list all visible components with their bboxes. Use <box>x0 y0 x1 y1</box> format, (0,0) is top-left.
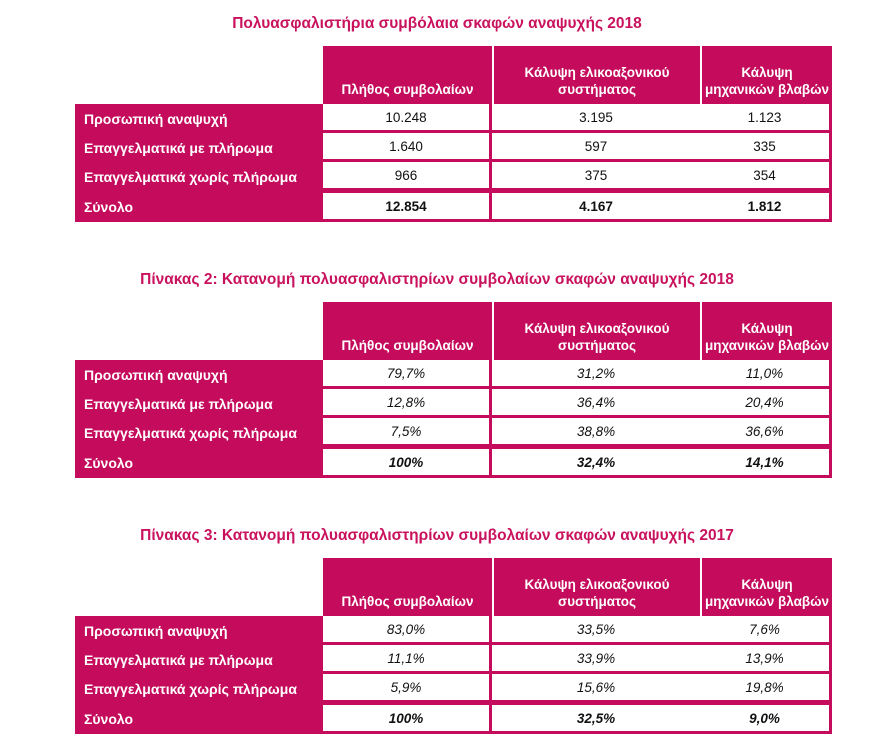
total-value-cell: 1.812 <box>700 191 832 222</box>
value-cell: 31,2% <box>492 360 700 389</box>
column-header-shaft-coverage: Κάλυψη ελικοαξονικού συστήματος <box>492 302 700 360</box>
value-cell: 597 <box>492 133 700 162</box>
table-1-policies-2018: Πολυασφαλιστήρια συμβόλαια σκαφών αναψυχ… <box>0 14 874 222</box>
column-header-mechanical-coverage: Κάλυψη μηχανικών βλαβών <box>700 302 832 360</box>
value-cell: 354 <box>700 162 832 191</box>
table-row: Προσωπική αναψυχή 10.248 3.195 1.123 <box>75 104 832 133</box>
table-2: Πλήθος συμβολαίων Κάλυψη ελικοαξονικού σ… <box>75 302 832 478</box>
table-row: Επαγγελματικά με πλήρωμα 11,1% 33,9% 13,… <box>75 645 832 674</box>
total-value-cell: 9,0% <box>700 703 832 734</box>
value-cell: 1.123 <box>700 104 832 133</box>
column-header-mechanical-coverage: Κάλυψη μηχανικών βλαβών <box>700 46 832 104</box>
value-cell: 335 <box>700 133 832 162</box>
value-cell: 36,4% <box>492 389 700 418</box>
total-value-cell: 14,1% <box>700 447 832 478</box>
value-cell: 966 <box>323 162 492 191</box>
table-2-header-row: Πλήθος συμβολαίων Κάλυψη ελικοαξονικού σ… <box>75 302 832 360</box>
table-total-row: Σύνολο 100% 32,4% 14,1% <box>75 447 832 478</box>
table-1-header-row: Πλήθος συμβολαίων Κάλυψη ελικοαξονικού σ… <box>75 46 832 104</box>
table-row: Επαγγελματικά με πλήρωμα 1.640 597 335 <box>75 133 832 162</box>
row-label: Επαγγελματικά χωρίς πλήρωμα <box>75 418 323 447</box>
table-row: Επαγγελματικά χωρίς πλήρωμα 7,5% 38,8% 3… <box>75 418 832 447</box>
value-cell: 12,8% <box>323 389 492 418</box>
value-cell: 33,9% <box>492 645 700 674</box>
column-header-policy-count: Πλήθος συμβολαίων <box>323 46 492 104</box>
value-cell: 20,4% <box>700 389 832 418</box>
corner-cell <box>75 302 323 360</box>
row-label: Επαγγελματικά χωρίς πλήρωμα <box>75 674 323 703</box>
column-header-policy-count: Πλήθος συμβολαίων <box>323 302 492 360</box>
corner-cell <box>75 558 323 616</box>
row-label-total: Σύνολο <box>75 191 323 222</box>
value-cell: 5,9% <box>323 674 492 703</box>
value-cell: 38,8% <box>492 418 700 447</box>
table-2-distribution-2018: Πίνακας 2: Κατανομή πολυασφαλιστηρίων συ… <box>0 270 874 478</box>
total-value-cell: 32,4% <box>492 447 700 478</box>
column-header-policy-count: Πλήθος συμβολαίων <box>323 558 492 616</box>
table-row: Επαγγελματικά χωρίς πλήρωμα 966 375 354 <box>75 162 832 191</box>
corner-cell <box>75 46 323 104</box>
value-cell: 7,6% <box>700 616 832 645</box>
row-label-total: Σύνολο <box>75 703 323 734</box>
row-label: Προσωπική αναψυχή <box>75 360 323 389</box>
table-total-row: Σύνολο 100% 32,5% 9,0% <box>75 703 832 734</box>
column-header-shaft-coverage: Κάλυψη ελικοαξονικού συστήματος <box>492 558 700 616</box>
row-label: Προσωπική αναψυχή <box>75 104 323 133</box>
value-cell: 11,0% <box>700 360 832 389</box>
row-label: Επαγγελματικά χωρίς πλήρωμα <box>75 162 323 191</box>
table-3-title: Πίνακας 3: Κατανομή πολυασφαλιστηρίων συ… <box>140 527 734 544</box>
column-header-mechanical-coverage: Κάλυψη μηχανικών βλαβών <box>700 558 832 616</box>
row-label: Προσωπική αναψυχή <box>75 616 323 645</box>
table-row: Επαγγελματικά με πλήρωμα 12,8% 36,4% 20,… <box>75 389 832 418</box>
value-cell: 375 <box>492 162 700 191</box>
table-total-row: Σύνολο 12.854 4.167 1.812 <box>75 191 832 222</box>
value-cell: 33,5% <box>492 616 700 645</box>
value-cell: 13,9% <box>700 645 832 674</box>
value-cell: 7,5% <box>323 418 492 447</box>
table-row: Επαγγελματικά χωρίς πλήρωμα 5,9% 15,6% 1… <box>75 674 832 703</box>
table-3-distribution-2017: Πίνακας 3: Κατανομή πολυασφαλιστηρίων συ… <box>0 526 874 734</box>
table-row: Προσωπική αναψυχή 83,0% 33,5% 7,6% <box>75 616 832 645</box>
row-label: Επαγγελματικά με πλήρωμα <box>75 389 323 418</box>
row-label: Επαγγελματικά με πλήρωμα <box>75 133 323 162</box>
table-3-header-row: Πλήθος συμβολαίων Κάλυψη ελικοαξονικού σ… <box>75 558 832 616</box>
value-cell: 79,7% <box>323 360 492 389</box>
table-1-title: Πολυασφαλιστήρια συμβόλαια σκαφών αναψυχ… <box>232 15 642 32</box>
total-value-cell: 100% <box>323 447 492 478</box>
column-header-shaft-coverage: Κάλυψη ελικοαξονικού συστήματος <box>492 46 700 104</box>
value-cell: 36,6% <box>700 418 832 447</box>
table-3: Πλήθος συμβολαίων Κάλυψη ελικοαξονικού σ… <box>75 558 832 734</box>
table-1: Πλήθος συμβολαίων Κάλυψη ελικοαξονικού σ… <box>75 46 832 222</box>
total-value-cell: 4.167 <box>492 191 700 222</box>
row-label: Επαγγελματικά με πλήρωμα <box>75 645 323 674</box>
value-cell: 3.195 <box>492 104 700 133</box>
table-2-title: Πίνακας 2: Κατανομή πολυασφαλιστηρίων συ… <box>140 271 734 288</box>
total-value-cell: 12.854 <box>323 191 492 222</box>
value-cell: 83,0% <box>323 616 492 645</box>
value-cell: 19,8% <box>700 674 832 703</box>
value-cell: 15,6% <box>492 674 700 703</box>
total-value-cell: 100% <box>323 703 492 734</box>
total-value-cell: 32,5% <box>492 703 700 734</box>
value-cell: 10.248 <box>323 104 492 133</box>
value-cell: 11,1% <box>323 645 492 674</box>
row-label-total: Σύνολο <box>75 447 323 478</box>
value-cell: 1.640 <box>323 133 492 162</box>
table-row: Προσωπική αναψυχή 79,7% 31,2% 11,0% <box>75 360 832 389</box>
